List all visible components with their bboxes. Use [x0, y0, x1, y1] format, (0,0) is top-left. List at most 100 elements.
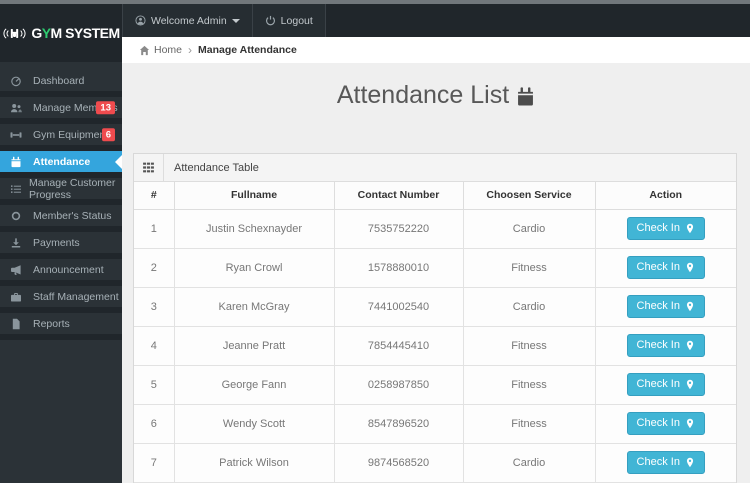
brand-logo[interactable]: GYM SYSTEM: [0, 4, 122, 62]
megaphone-icon: [10, 264, 26, 276]
check-in-button[interactable]: Check In: [626, 373, 705, 396]
row-fullname: Wendy Scott: [174, 404, 335, 444]
row-fullname: Jeanne Pratt: [174, 326, 335, 366]
table-row: 7 Patrick Wilson 9874568520 Cardio Check…: [134, 443, 736, 483]
attendance-table: # Fullname Contact Number Choosen Servic…: [134, 182, 736, 483]
map-pin-icon: [685, 340, 695, 351]
breadcrumb: Home › Manage Attendance: [122, 37, 750, 63]
check-in-button[interactable]: Check In: [626, 295, 705, 318]
task-list-icon: [10, 183, 22, 195]
row-contact: 9874568520: [334, 443, 464, 483]
map-pin-icon: [685, 457, 695, 468]
map-pin-icon: [685, 301, 695, 312]
row-num: 4: [134, 326, 175, 366]
sidebar-menu: Dashboard Manage Members 13 Gym Equipmen…: [0, 62, 122, 483]
users-icon: [10, 102, 26, 114]
sidebar-item-label: Staff Management: [33, 290, 119, 303]
user-menu[interactable]: Welcome Admin: [122, 4, 253, 37]
members-count-badge: 13: [96, 100, 115, 115]
row-service: Cardio: [463, 287, 596, 327]
col-header-service: Choosen Service: [463, 182, 596, 210]
col-header-fullname: Fullname: [174, 182, 335, 210]
map-pin-icon: [685, 262, 695, 273]
row-contact: 0258987850: [334, 365, 464, 405]
panel-header: Attendance Table: [134, 154, 736, 182]
home-icon: [139, 45, 150, 56]
gauge-icon: [10, 75, 26, 87]
sidebar-item-manage-customer-progress[interactable]: Manage Customer Progress: [0, 176, 122, 205]
row-fullname: Patrick Wilson: [174, 443, 335, 483]
top-navbar: Welcome Admin Logout: [122, 4, 750, 37]
col-header-num: #: [134, 182, 175, 210]
check-in-button[interactable]: Check In: [626, 451, 705, 474]
row-service: Fitness: [463, 326, 596, 366]
status-circle-icon: [10, 210, 26, 222]
row-fullname: Justin Schexnayder: [174, 209, 335, 249]
welcome-label: Welcome Admin: [151, 14, 227, 27]
row-contact: 1578880010: [334, 248, 464, 288]
equipment-count-badge: 6: [101, 127, 115, 142]
sidebar-item-payments[interactable]: Payments: [0, 232, 122, 259]
row-service: Fitness: [463, 365, 596, 405]
payments-icon: [10, 237, 26, 249]
sidebar-item-label: Attendance: [33, 155, 91, 168]
page-title: Attendance List: [122, 78, 750, 112]
check-in-button[interactable]: Check In: [626, 412, 705, 435]
check-in-button[interactable]: Check In: [626, 217, 705, 240]
sidebar-item-members-status[interactable]: Member's Status: [0, 205, 122, 232]
calendar-title-icon: [516, 86, 535, 107]
attendance-table-panel: Attendance Table # Fullname Contact Numb…: [133, 153, 737, 483]
sidebar-item-announcement[interactable]: Announcement: [0, 259, 122, 286]
sidebar-item-attendance[interactable]: Attendance: [0, 151, 122, 178]
table-row: 2 Ryan Crowl 1578880010 Fitness Check In: [134, 248, 736, 288]
row-contact: 7535752220: [334, 209, 464, 249]
check-in-button[interactable]: Check In: [626, 256, 705, 279]
row-num: 2: [134, 248, 175, 288]
sidebar-item-label: Gym Equipment: [33, 128, 109, 141]
sidebar-item-label: Reports: [33, 317, 70, 330]
table-row: 6 Wendy Scott 8547896520 Fitness Check I…: [134, 404, 736, 444]
content-area: Attendance List Attendance Table: [122, 63, 750, 483]
col-header-action: Action: [595, 182, 736, 210]
row-service: Fitness: [463, 248, 596, 288]
row-num: 3: [134, 287, 175, 327]
chevron-down-icon: [231, 18, 240, 27]
table-row: 4 Jeanne Pratt 7854445410 Fitness Check …: [134, 326, 736, 366]
sidebar-item-label: Manage Customer Progress: [29, 176, 116, 201]
col-header-contact: Contact Number: [334, 182, 464, 210]
sidebar-item-reports[interactable]: Reports: [0, 313, 122, 340]
document-icon: [10, 318, 26, 330]
sidebar-item-label: Member's Status: [33, 209, 112, 222]
brand-name: GYM SYSTEM: [31, 25, 120, 41]
check-in-button[interactable]: Check In: [626, 334, 705, 357]
breadcrumb-home-link[interactable]: Home: [139, 44, 182, 56]
sidebar-item-label: Announcement: [33, 263, 104, 276]
breadcrumb-separator: ›: [188, 43, 193, 57]
row-fullname: Karen McGray: [174, 287, 335, 327]
sidebar-item-label: Payments: [33, 236, 80, 249]
power-icon: [265, 15, 276, 26]
user-icon: [135, 15, 146, 26]
sidebar-item-gym-equipment[interactable]: Gym Equipment 6: [0, 124, 122, 151]
panel-title: Attendance Table: [174, 161, 259, 174]
logout-button[interactable]: Logout: [252, 4, 326, 37]
sidebar-item-dashboard[interactable]: Dashboard: [0, 70, 122, 97]
row-num: 6: [134, 404, 175, 444]
window-top-strip: [0, 0, 750, 4]
sidebar: GYM SYSTEM Dashboard Manage Members 13: [0, 4, 122, 483]
row-contact: 7441002540: [334, 287, 464, 327]
table-grid-icon: [134, 154, 164, 181]
table-row: 1 Justin Schexnayder 7535752220 Cardio C…: [134, 209, 736, 249]
sidebar-item-staff-management[interactable]: Staff Management: [0, 286, 122, 313]
table-row: 3 Karen McGray 7441002540 Cardio Check I…: [134, 287, 736, 327]
row-num: 1: [134, 209, 175, 249]
sidebar-item-manage-members[interactable]: Manage Members 13: [0, 97, 122, 124]
breadcrumb-home-label: Home: [154, 44, 183, 56]
dumbbell-icon: [10, 129, 26, 141]
row-service: Cardio: [463, 443, 596, 483]
map-pin-icon: [685, 223, 695, 234]
map-pin-icon: [685, 418, 695, 429]
logout-label: Logout: [280, 14, 313, 27]
row-contact: 7854445410: [334, 326, 464, 366]
